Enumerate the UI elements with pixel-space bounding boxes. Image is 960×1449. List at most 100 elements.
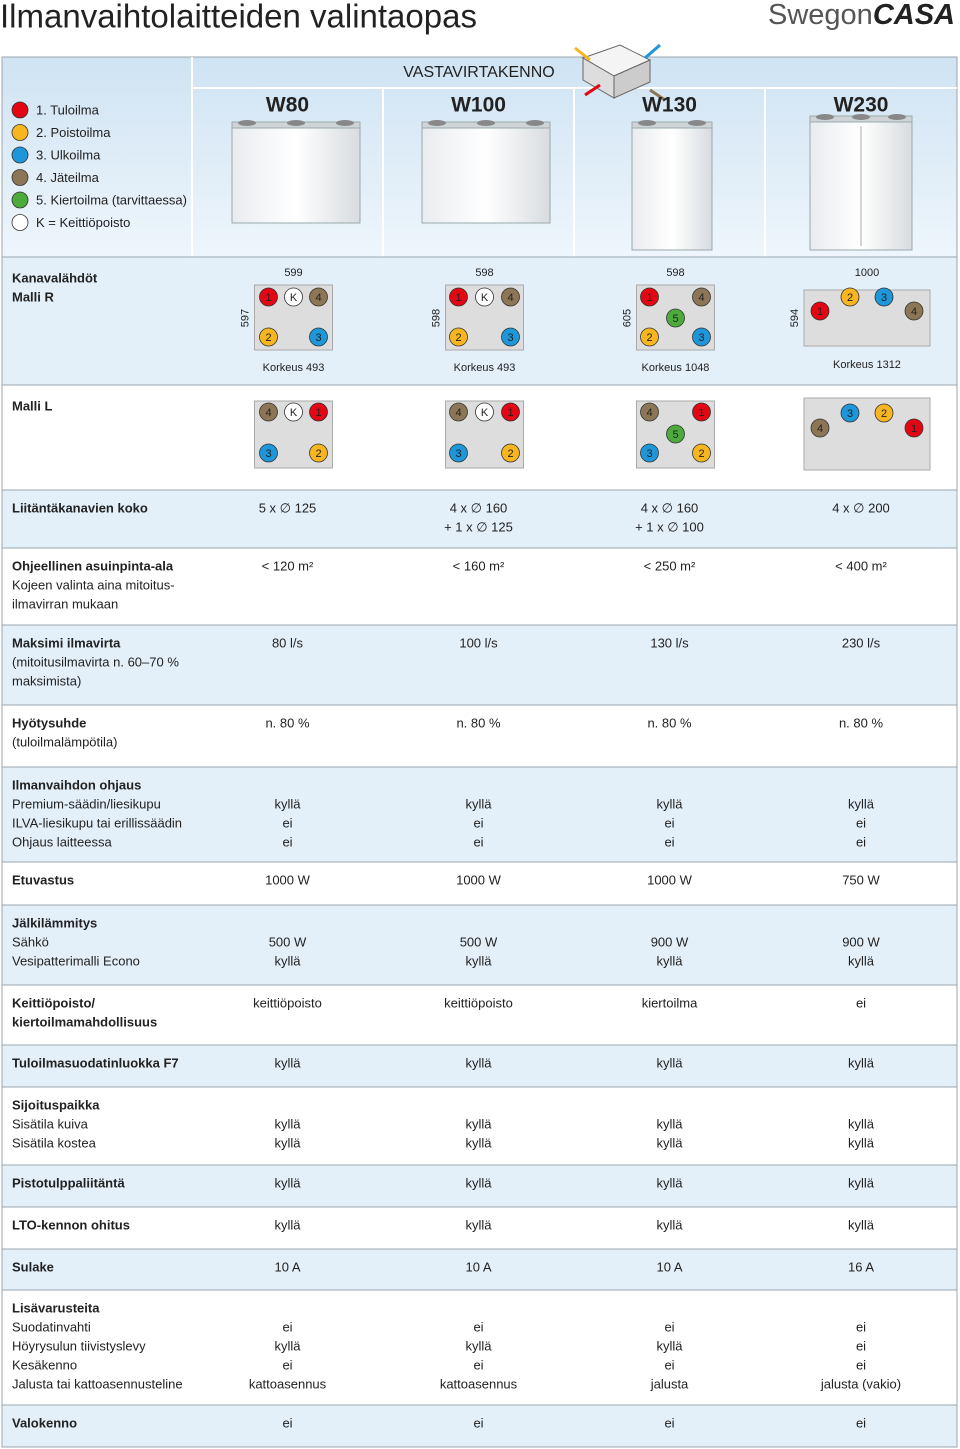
port-label: 4 bbox=[646, 407, 652, 419]
device-top bbox=[631, 121, 713, 129]
cell-value: kyllä bbox=[274, 1055, 301, 1070]
cell-value: kyllä bbox=[848, 1116, 875, 1131]
port-label: 3 bbox=[698, 332, 704, 344]
port-dot bbox=[692, 443, 711, 463]
group-title: VASTAVIRTAKENNO bbox=[403, 64, 554, 81]
device-port bbox=[688, 120, 706, 126]
port-dot bbox=[501, 443, 520, 463]
cell-value: kyllä bbox=[274, 1135, 301, 1150]
device-port bbox=[852, 114, 870, 120]
cell-value: < 250 m² bbox=[644, 558, 696, 573]
model-name: W230 bbox=[834, 94, 889, 117]
cell-value: kyllä bbox=[656, 1135, 683, 1150]
cell-value: kyllä bbox=[848, 1217, 875, 1232]
port-label: 2 bbox=[265, 332, 271, 344]
port-label: K bbox=[290, 292, 298, 304]
cell-value: ei bbox=[282, 815, 292, 830]
legend-label: 4. Jäteilma bbox=[36, 170, 100, 185]
row-background bbox=[1, 704, 958, 768]
legend-dot bbox=[11, 146, 29, 164]
brand-logo: SwegonCASA bbox=[768, 0, 955, 31]
port-label: 1 bbox=[507, 407, 513, 419]
row-background bbox=[1, 766, 958, 863]
row-background bbox=[1, 1404, 958, 1448]
cell-value: ei bbox=[664, 815, 674, 830]
page-title: Ilmanvaihtolaitteiden valintaopas bbox=[0, 0, 477, 35]
cell-value: kyllä bbox=[274, 953, 301, 968]
port-dot bbox=[840, 287, 860, 307]
port-label: 3 bbox=[646, 448, 652, 460]
legend-label: 3. Ulkoilma bbox=[36, 147, 101, 162]
cell-value: kyllä bbox=[656, 1055, 683, 1070]
cell-value: ei bbox=[473, 815, 483, 830]
cell-value: kyllä bbox=[274, 1338, 301, 1353]
row-background bbox=[1, 904, 958, 986]
cell-value: ei bbox=[856, 1338, 866, 1353]
cell-value: 500 W bbox=[460, 934, 498, 949]
port-label: 2 bbox=[847, 292, 853, 304]
cell-value: kyllä bbox=[465, 953, 492, 968]
cell-value: ei bbox=[856, 815, 866, 830]
item-label: Kesäkenno bbox=[12, 1357, 77, 1372]
port-label: 1 bbox=[646, 292, 652, 304]
row-title: Valokenno bbox=[12, 1415, 77, 1430]
port-label: K bbox=[290, 407, 298, 419]
cell-value: kyllä bbox=[274, 1175, 301, 1190]
cell-value: ei bbox=[664, 1357, 674, 1372]
port-label: 3 bbox=[847, 408, 853, 420]
height-label: 594 bbox=[789, 309, 801, 327]
cell-value: + 1 x ∅ 100 bbox=[635, 519, 704, 534]
row-title: Liitäntäkanavien koko bbox=[12, 500, 148, 515]
cell-value: kyllä bbox=[274, 796, 301, 811]
cell-value: 1000 W bbox=[456, 872, 502, 887]
row-title: Tuloilmasuodatinluokka F7 bbox=[12, 1055, 179, 1070]
cell-value: 100 l/s bbox=[459, 635, 498, 650]
port-dot bbox=[874, 403, 894, 423]
port-dot bbox=[309, 443, 328, 463]
cell-value: jalusta (vakio) bbox=[820, 1376, 901, 1391]
port-dot bbox=[666, 308, 685, 328]
cell-value: ei bbox=[282, 1357, 292, 1372]
port-dot bbox=[284, 402, 303, 422]
port-label: 5 bbox=[672, 429, 678, 441]
item-label: Jalusta tai kattoasennusteline bbox=[12, 1376, 183, 1391]
row-title: LTO-kennon ohitus bbox=[12, 1217, 130, 1232]
width-label: 1000 bbox=[855, 267, 879, 279]
cell-value: kyllä bbox=[848, 953, 875, 968]
cell-value: kyllä bbox=[656, 1217, 683, 1232]
cell-value: kyllä bbox=[848, 1135, 875, 1150]
legend-label: 1. Tuloilma bbox=[36, 102, 100, 117]
port-label: 4 bbox=[507, 292, 513, 304]
model-name: W80 bbox=[266, 94, 309, 117]
width-label: 598 bbox=[666, 267, 684, 279]
port-dot bbox=[449, 443, 468, 463]
height-label: 597 bbox=[239, 309, 251, 327]
cell-value: keittiöpoisto bbox=[253, 995, 322, 1010]
legend-label: 2. Poistoilma bbox=[36, 125, 111, 140]
port-dot bbox=[449, 287, 468, 307]
row-background bbox=[1, 984, 958, 1046]
cell-value: kyllä bbox=[848, 796, 875, 811]
port-dot bbox=[501, 402, 520, 422]
cell-value: ei bbox=[282, 1415, 292, 1430]
cell-value: 10 A bbox=[656, 1259, 682, 1274]
legend-dot bbox=[11, 191, 29, 209]
port-label: 1 bbox=[911, 423, 917, 435]
device-body bbox=[231, 127, 361, 224]
cell-value: 4 x ∅ 200 bbox=[832, 500, 890, 515]
port-dot bbox=[449, 327, 468, 347]
cell-value: ei bbox=[282, 1319, 292, 1334]
port-dot bbox=[640, 327, 659, 347]
row-note: (mitoitusilmavirta n. 60–70 % bbox=[12, 654, 179, 669]
port-dot bbox=[904, 301, 924, 321]
device-body bbox=[631, 127, 713, 251]
device-port bbox=[638, 120, 656, 126]
cell-value: 1000 W bbox=[647, 872, 693, 887]
port-dot bbox=[259, 287, 278, 307]
port-dot bbox=[666, 424, 685, 444]
cell-value: 4 x ∅ 160 bbox=[450, 500, 508, 515]
cell-value: n. 80 % bbox=[839, 715, 884, 730]
item-label: Höyrysulun tiivistyslevy bbox=[12, 1338, 146, 1353]
port-dot bbox=[692, 402, 711, 422]
cell-value: ei bbox=[664, 1319, 674, 1334]
